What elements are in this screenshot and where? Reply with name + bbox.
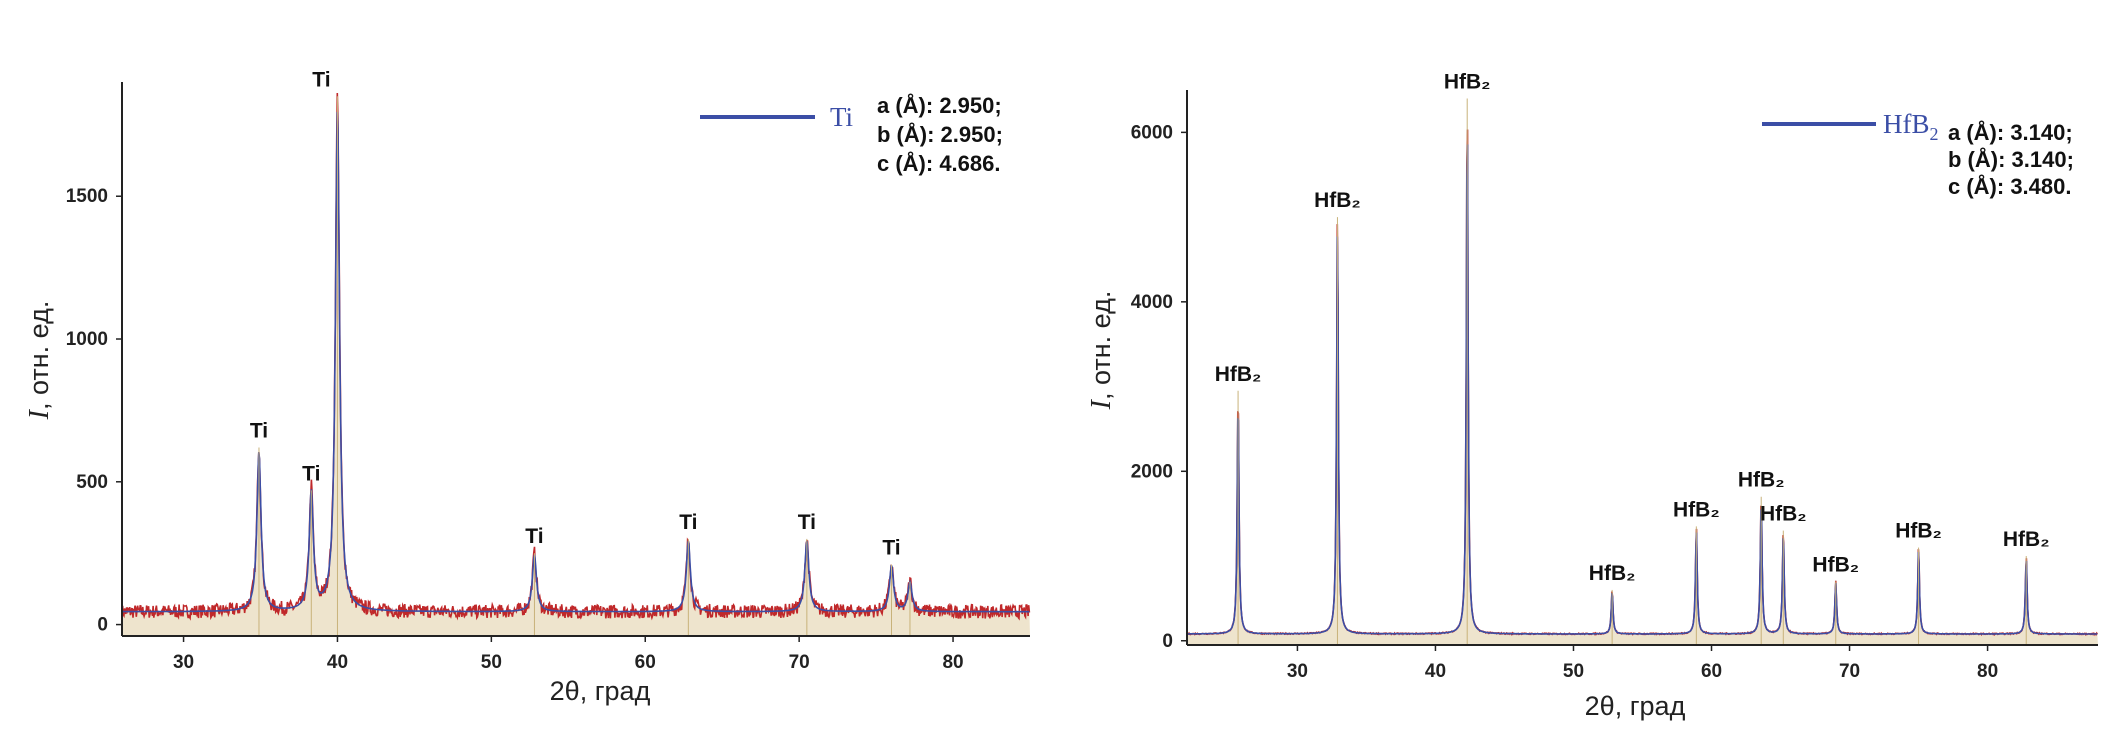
ti-observed-trace — [121, 92, 1031, 621]
ti-peak-label: Ti — [798, 511, 816, 534]
hfb2-peak-label: HfB₂ — [1314, 189, 1361, 212]
hfb2-peak-label: HfB₂ — [1673, 498, 1720, 521]
hfb2-peak-label: HfB₂ — [1760, 503, 1807, 526]
hfb2-x-tick-label: 30 — [1287, 661, 1308, 682]
hfb2-y-tick-label: 0 — [1162, 631, 1173, 652]
hfb2-legend-label: HfB2 — [1883, 109, 1939, 144]
ti-y-tick-label: 500 — [76, 472, 108, 493]
hfb2-x-tick-label: 40 — [1425, 661, 1446, 682]
ti-legend: Ti — [700, 102, 853, 132]
hfb2-peak-label: HfB₂ — [1895, 520, 1942, 543]
ti-x-tick-label: 40 — [327, 652, 348, 673]
ti-y-ticks: 0 500 1000 1500 — [66, 186, 122, 636]
ti-x-tick-label: 50 — [481, 652, 502, 673]
hfb2-y-axis-title-symbol: I — [1086, 398, 1117, 410]
ti-chart: Ti Ti Ti Ti Ti Ti Ti 30 40 50 60 70 80 0 500 1000 1500… — [24, 68, 1031, 706]
ti-y-axis-title-rest: , отн. ед. — [24, 301, 54, 410]
ti-y-axis-title-symbol: I — [24, 408, 55, 420]
hfb2-peak-label: HfB₂ — [1812, 553, 1859, 576]
hfb2-lattice-a: a (Å): 3.140; — [1948, 119, 2073, 145]
hfb2-calc-fill — [1187, 179, 2098, 646]
hfb2-x-tick-label: 60 — [1701, 661, 1722, 682]
hfb2-legend: HfB2 — [1762, 109, 1939, 144]
ti-x-tick-label: 30 — [173, 652, 194, 673]
ti-peak-label: Ti — [882, 537, 900, 560]
hfb2-y-tick-label: 6000 — [1131, 122, 1173, 143]
ti-peak-label: Ti — [679, 511, 697, 534]
ti-peak-label: Ti — [250, 420, 268, 443]
hfb2-peak-label: HfB₂ — [2003, 528, 2050, 551]
hfb2-x-tick-label: 50 — [1563, 661, 1584, 682]
hfb2-y-tick-label: 4000 — [1131, 292, 1173, 313]
ti-y-axis-title: I, отн. ед. — [24, 301, 55, 421]
ti-y-tick-label: 1000 — [66, 329, 108, 350]
ti-y-tick-label: 1500 — [66, 186, 108, 207]
hfb2-peak-labels: HfB₂ HfB₂ HfB₂ HfB₂ HfB₂ HfB₂ HfB₂ HfB₂ HfB₂ HfB₂ — [1215, 70, 2050, 584]
hfb2-lattice-params: a (Å): 3.140; b (Å): 3.140; c (Å): 3.480… — [1948, 119, 2074, 199]
ti-x-axis-title: 2θ, град — [550, 676, 651, 706]
ti-lattice-c: c (Å): 4.686. — [877, 150, 1001, 176]
ti-axes — [121, 82, 1030, 637]
hfb2-y-axis-title: I, отн. ед. — [1086, 291, 1117, 411]
ti-x-tick-label: 80 — [942, 652, 963, 673]
hfb2-y-axis-title-rest: , отн. ед. — [1086, 291, 1116, 400]
ti-legend-label: Ti — [830, 102, 853, 132]
ti-series-trace — [122, 111, 1030, 613]
hfb2-legend-label-sub: 2 — [1930, 124, 1939, 144]
ti-calc-fill — [122, 148, 1030, 636]
ti-peak-label: Ti — [312, 68, 330, 91]
hfb2-lattice-b: b (Å): 3.140; — [1948, 146, 2074, 172]
hfb2-y-ticks: 0 2000 4000 6000 — [1131, 122, 1187, 652]
hfb2-series-trace — [1187, 144, 2098, 635]
hfb2-peak-label: HfB₂ — [1589, 562, 1636, 585]
hfb2-traces — [1186, 98, 2098, 646]
ti-y-tick-label: 0 — [97, 615, 108, 636]
hfb2-peak-label: HfB₂ — [1738, 469, 1785, 492]
ti-lattice-b: b (Å): 2.950; — [877, 121, 1003, 147]
ti-traces — [121, 92, 1031, 636]
hfb2-legend-label-main: HfB — [1883, 109, 1930, 139]
hfb2-x-tick-label: 70 — [1839, 661, 1860, 682]
ti-peak-label: Ti — [302, 462, 320, 485]
hfb2-peak-label: HfB₂ — [1215, 363, 1262, 386]
ti-lattice-a: a (Å): 2.950; — [877, 92, 1002, 118]
hfb2-x-axis-title: 2θ, град — [1585, 691, 1686, 721]
hfb2-axes — [1186, 90, 2098, 646]
ti-peak-labels: Ti Ti Ti Ti Ti Ti Ti — [250, 68, 901, 559]
hfb2-x-ticks: 30 40 50 60 70 80 — [1287, 645, 1998, 682]
ti-x-tick-label: 70 — [789, 652, 810, 673]
ti-x-tick-label: 60 — [635, 652, 656, 673]
hfb2-peak-label: HfB₂ — [1444, 70, 1491, 93]
hfb2-x-tick-label: 80 — [1977, 661, 1998, 682]
hfb2-lattice-c: c (Å): 3.480. — [1948, 173, 2072, 199]
hfb2-y-tick-label: 2000 — [1131, 461, 1173, 482]
ti-x-ticks: 30 40 50 60 70 80 — [173, 636, 964, 673]
ti-peak-label: Ti — [525, 525, 543, 548]
ti-lattice-params: a (Å): 2.950; b (Å): 2.950; c (Å): 4.686… — [877, 92, 1003, 176]
